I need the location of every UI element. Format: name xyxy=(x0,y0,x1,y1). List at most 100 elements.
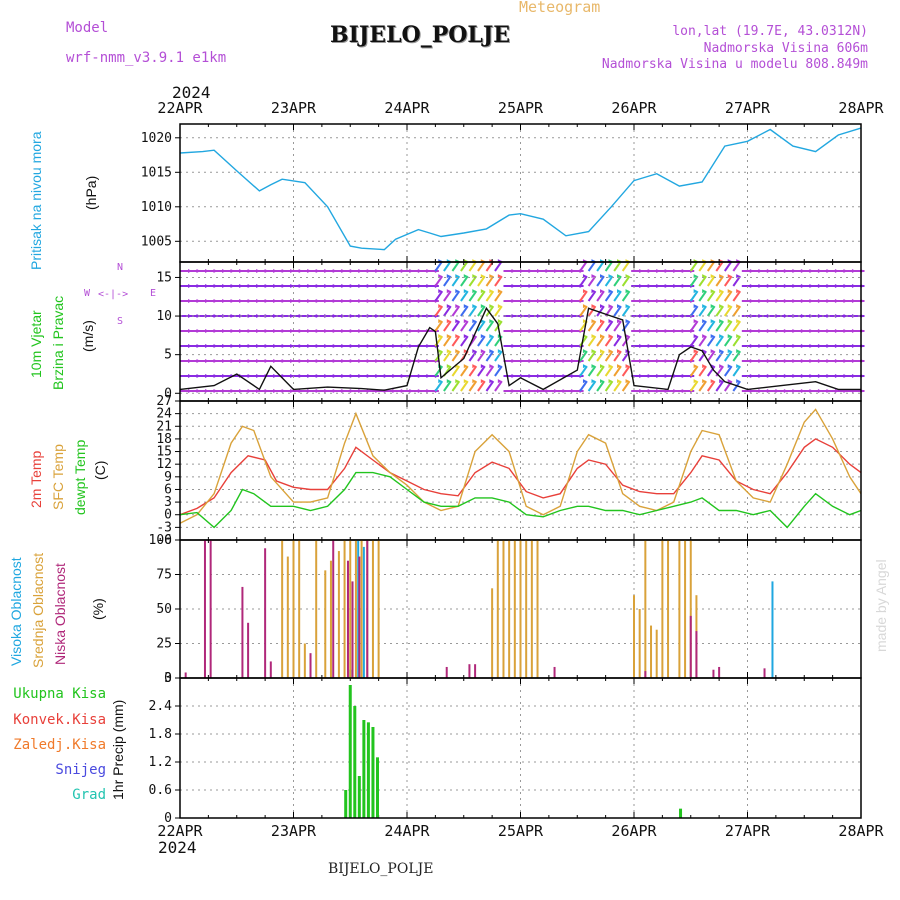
wind-arrow xyxy=(434,380,444,392)
wind-arrow xyxy=(477,260,486,272)
compass-w-label: W xyxy=(84,288,91,299)
wind-arrow-head xyxy=(693,274,698,279)
wind-arrow xyxy=(715,350,724,362)
wind-arrow-head xyxy=(472,289,477,294)
wind-arrow-head xyxy=(463,349,468,354)
wind-arrow xyxy=(715,320,724,332)
wind-arrow xyxy=(706,320,716,332)
bar-niska-oblacnost xyxy=(763,668,766,678)
wind-arrow-head xyxy=(497,349,502,354)
wind-arrow-head xyxy=(489,274,494,279)
wind-arrow xyxy=(451,335,461,347)
temperature-frame xyxy=(179,400,862,541)
wind-arrow xyxy=(715,380,724,392)
wind-arrow xyxy=(494,290,503,302)
bar-srednja-oblacnost xyxy=(298,540,301,678)
bar-visoka-oblacnost xyxy=(362,546,365,678)
wind-arrow xyxy=(587,380,597,392)
wind-arrow-head xyxy=(702,364,707,369)
bar-srednja-oblacnost xyxy=(324,570,327,678)
x-tick-label-bottom: 24APR xyxy=(384,822,430,840)
bar-ukupna-kisa xyxy=(348,685,352,818)
wind-arrow-head xyxy=(438,319,443,324)
bar-visoka-oblacnost xyxy=(357,540,360,678)
wind-arrow xyxy=(460,365,469,377)
wind-arrow xyxy=(587,365,597,377)
wind-arrow xyxy=(715,275,724,287)
wind-arrow xyxy=(451,350,461,362)
bar-srednja-oblacnost xyxy=(360,540,363,678)
wind-arrow xyxy=(579,275,588,287)
bar-niska-oblacnost xyxy=(718,666,721,678)
wind-panel: 0 5 10 15 xyxy=(156,261,862,402)
wind-arrow xyxy=(689,305,699,317)
wind-arrow-head xyxy=(582,319,587,324)
wind-arrow xyxy=(485,290,495,302)
wind-arrow xyxy=(468,320,478,332)
series-10m-vjetar xyxy=(179,306,861,391)
wind-arrow-head xyxy=(463,289,468,294)
wind-arrow xyxy=(494,380,503,392)
wind-arrow-head xyxy=(489,349,494,354)
y-tick-label: 1005 xyxy=(141,234,172,249)
wind-arrow-head xyxy=(693,349,698,354)
wind-arrow-head xyxy=(617,364,622,369)
wind-arrow-head xyxy=(736,334,741,339)
wind-arrow xyxy=(706,350,716,362)
wind-arrow xyxy=(477,305,486,317)
wind-arrow-head xyxy=(736,379,741,384)
wind-arrow-head xyxy=(710,289,715,294)
wind-arrow xyxy=(723,335,733,347)
bar-srednja-oblacnost xyxy=(502,540,505,678)
model-elevation-text: Nadmorska Visina u modelu 808.849m xyxy=(601,57,868,72)
wind-arrow-head xyxy=(710,379,715,384)
y-tick-label: 1020 xyxy=(141,131,172,146)
wind-arrow xyxy=(732,305,742,317)
wind-arrow-head xyxy=(438,304,443,309)
series-2m-temp xyxy=(179,438,862,516)
wind-arrow xyxy=(451,305,461,317)
wind-arrow xyxy=(613,305,622,317)
wind-arrow xyxy=(715,305,724,317)
bar-srednja-oblacnost xyxy=(315,540,318,678)
wind-arrow-head xyxy=(582,364,587,369)
wind-arrow xyxy=(485,320,495,332)
wind-arrow-head xyxy=(727,304,732,309)
bar-niska-oblacnost xyxy=(351,581,354,678)
wind-arrow-head xyxy=(446,289,451,294)
y-tick-label: 15 xyxy=(156,270,172,285)
y-tick-label: 0 xyxy=(164,811,172,826)
wind-arrow-head xyxy=(438,349,443,354)
wind-arrow xyxy=(477,380,486,392)
wind-arrow xyxy=(732,350,742,362)
wind-arrow-head xyxy=(497,304,502,309)
bar-ukupna-kisa xyxy=(375,757,379,818)
wind-arrow-head xyxy=(608,289,613,294)
wind-arrow-head xyxy=(599,304,604,309)
y-tick-label: 100 xyxy=(149,533,172,548)
wind-arrow-head xyxy=(719,364,724,369)
wind-arrow-head xyxy=(591,349,596,354)
model-label: Model xyxy=(66,20,109,36)
y-tick-label: 21 xyxy=(156,419,172,434)
wind-arrow xyxy=(689,365,699,377)
wind-arrow xyxy=(451,320,461,332)
wind-arrow-head xyxy=(625,304,630,309)
wind-arrow-head xyxy=(736,349,741,354)
wind-arrow-head xyxy=(617,349,622,354)
compass-s-label: S xyxy=(117,316,124,327)
wind-arrow xyxy=(604,275,614,287)
year-bottom: 2024 xyxy=(158,838,197,857)
wind-arrow-head xyxy=(472,364,477,369)
wind-arrow xyxy=(613,380,622,392)
wind-arrow xyxy=(706,365,716,377)
y-tick-label: 0 xyxy=(164,508,172,523)
bar-srednja-oblacnost xyxy=(349,540,352,678)
wind-arrow xyxy=(477,335,486,347)
wind-arrow xyxy=(443,320,452,332)
wind-arrow xyxy=(494,365,503,377)
precip-snow-legend: Snijeg xyxy=(55,762,106,778)
wind-arrow xyxy=(468,260,478,272)
wind-arrow xyxy=(468,365,478,377)
wind-arrow xyxy=(621,380,631,392)
